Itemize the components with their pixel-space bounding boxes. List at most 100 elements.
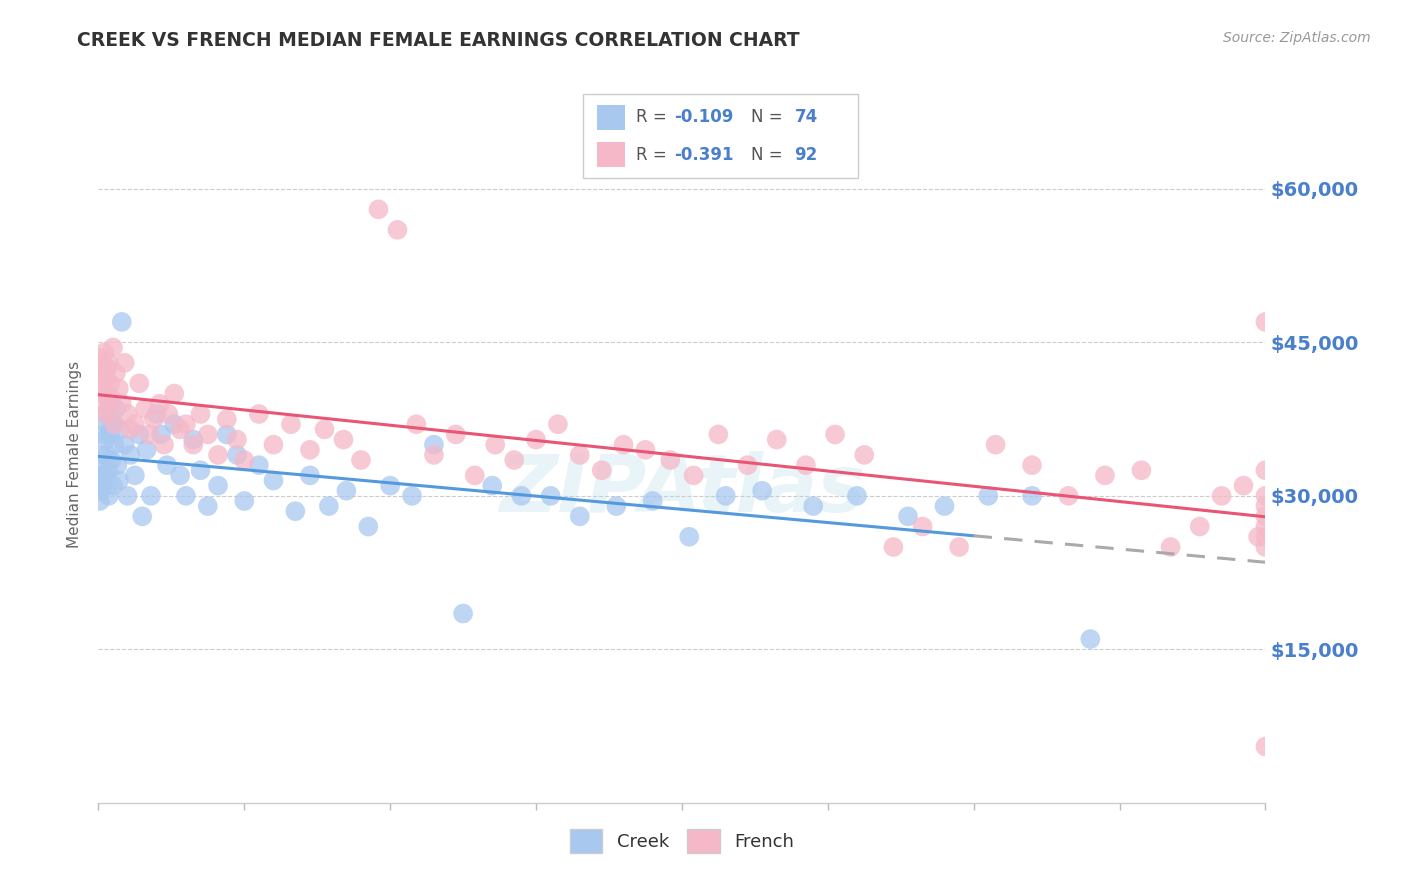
Point xyxy=(100,392,122,406)
Point xyxy=(120,448,142,462)
Y-axis label: Median Female Earnings: Median Female Earnings xyxy=(67,361,83,549)
Point xyxy=(163,417,186,432)
Point xyxy=(1130,463,1153,477)
Text: -0.109: -0.109 xyxy=(673,109,734,127)
Point xyxy=(510,489,533,503)
Point xyxy=(226,433,249,447)
Point xyxy=(181,433,204,447)
Point xyxy=(1021,458,1043,472)
Point xyxy=(111,315,134,329)
Point xyxy=(128,427,150,442)
Point xyxy=(824,427,846,442)
Point xyxy=(298,468,321,483)
Point xyxy=(215,412,238,426)
Point xyxy=(97,401,120,416)
Point xyxy=(91,474,114,488)
Point xyxy=(350,453,373,467)
Point xyxy=(605,499,627,513)
Point xyxy=(139,489,162,503)
Bar xyxy=(598,142,624,168)
Point xyxy=(1232,478,1254,492)
Point xyxy=(110,422,132,436)
Point xyxy=(1254,739,1277,754)
Point xyxy=(93,427,115,442)
Point xyxy=(682,468,704,483)
Text: 74: 74 xyxy=(794,109,818,127)
Point xyxy=(93,458,115,472)
Point xyxy=(357,519,380,533)
Point xyxy=(108,381,131,395)
Point xyxy=(1254,463,1277,477)
Point xyxy=(96,386,118,401)
Point xyxy=(117,489,139,503)
Text: CREEK VS FRENCH MEDIAN FEMALE EARNINGS CORRELATION CHART: CREEK VS FRENCH MEDIAN FEMALE EARNINGS C… xyxy=(77,31,800,50)
Point xyxy=(111,397,134,411)
Point xyxy=(547,417,569,432)
Point xyxy=(98,397,121,411)
Point xyxy=(247,458,270,472)
Point xyxy=(169,468,191,483)
Point xyxy=(233,494,256,508)
Point xyxy=(911,519,934,533)
Point xyxy=(96,360,118,375)
Point xyxy=(1254,509,1277,524)
Point xyxy=(90,366,112,380)
Point xyxy=(174,417,197,432)
Point xyxy=(801,499,824,513)
Point xyxy=(444,427,467,442)
Point xyxy=(1057,489,1080,503)
Point xyxy=(190,407,212,421)
Point xyxy=(134,401,156,416)
Point xyxy=(591,463,613,477)
Point xyxy=(634,442,657,457)
Point xyxy=(484,438,506,452)
Point xyxy=(977,489,1000,503)
Point xyxy=(380,478,402,492)
Point xyxy=(135,442,157,457)
Point xyxy=(247,407,270,421)
FancyBboxPatch shape xyxy=(583,94,858,178)
Point xyxy=(101,417,124,432)
Point xyxy=(120,422,142,436)
Point xyxy=(423,438,446,452)
Point xyxy=(117,407,139,421)
Point xyxy=(934,499,956,513)
Point xyxy=(190,463,212,477)
Point xyxy=(318,499,340,513)
Point xyxy=(174,489,197,503)
Point xyxy=(540,489,562,503)
Point xyxy=(1254,519,1277,533)
Point xyxy=(464,468,486,483)
Point xyxy=(948,540,970,554)
Point xyxy=(405,417,427,432)
Point xyxy=(114,438,136,452)
Point xyxy=(226,448,249,462)
Point xyxy=(1021,489,1043,503)
Point xyxy=(128,376,150,391)
Point xyxy=(104,366,127,380)
Point xyxy=(332,433,354,447)
Point xyxy=(280,417,302,432)
Point xyxy=(101,341,124,355)
Point xyxy=(737,458,759,472)
Point xyxy=(794,458,817,472)
Point xyxy=(423,448,446,462)
Point xyxy=(1188,519,1211,533)
Point xyxy=(714,489,737,503)
Point xyxy=(94,371,117,385)
Point xyxy=(262,438,284,452)
Point xyxy=(284,504,307,518)
Point xyxy=(503,453,526,467)
Point xyxy=(207,478,229,492)
Point xyxy=(262,474,284,488)
Point xyxy=(90,386,112,401)
Point xyxy=(1211,489,1233,503)
Point xyxy=(90,483,112,498)
Text: -0.391: -0.391 xyxy=(673,145,734,163)
Point xyxy=(298,442,321,457)
Text: R =: R = xyxy=(636,109,672,127)
Point xyxy=(707,427,730,442)
Point xyxy=(207,448,229,462)
Point xyxy=(91,356,114,370)
Point xyxy=(98,376,121,391)
